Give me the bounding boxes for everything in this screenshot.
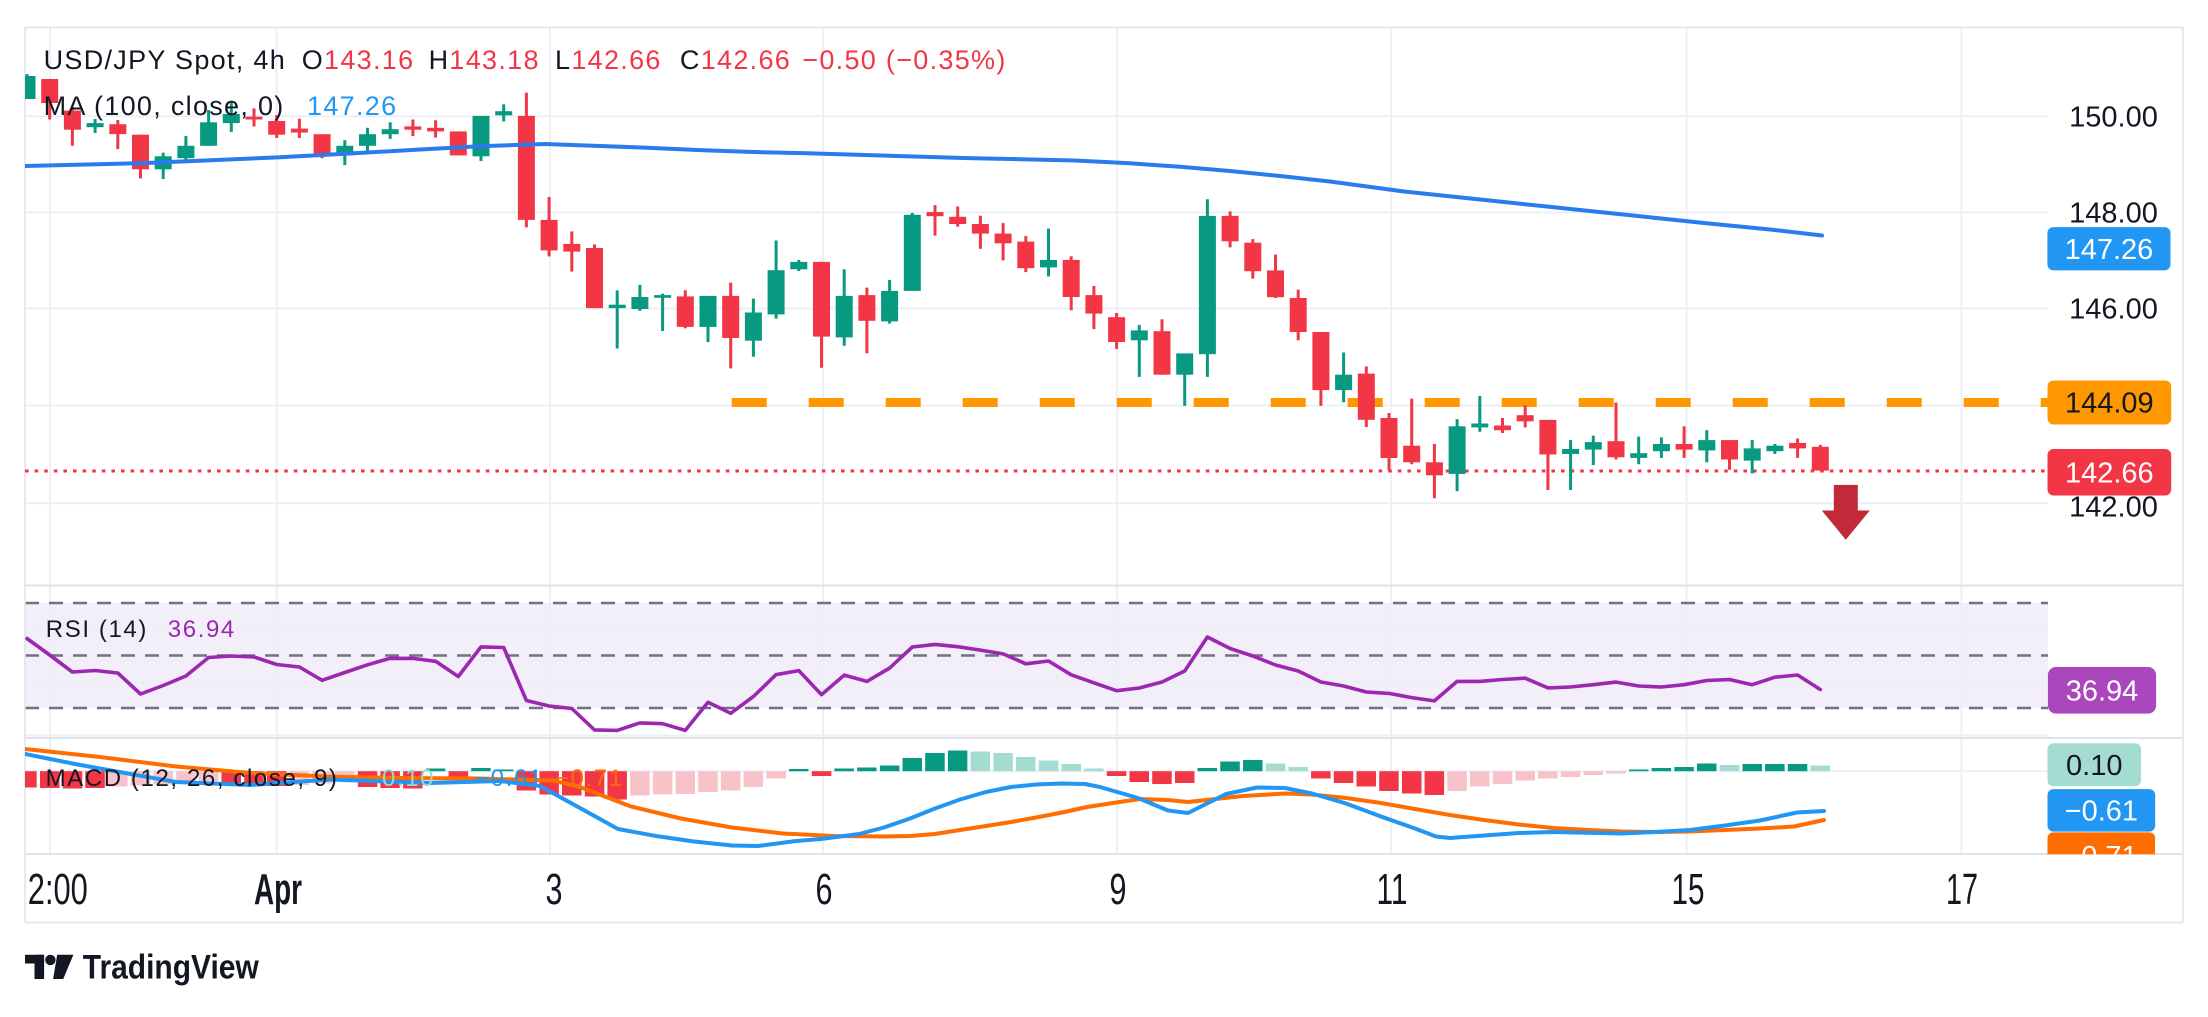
svg-text:17: 17 [1946,865,1978,914]
svg-text:142.66: 142.66 [2065,457,2154,489]
svg-text:Apr: Apr [254,865,302,914]
svg-text:15: 15 [1672,865,1705,914]
svg-text:36.94: 36.94 [2066,676,2139,708]
svg-text:USD/JPY Spot, 4h: USD/JPY Spot, 4h [44,45,286,75]
svg-text:147.26: 147.26 [307,91,397,121]
svg-text:144.09: 144.09 [2065,388,2154,420]
svg-text:148.00: 148.00 [2069,198,2158,230]
svg-text:C142.66: C142.66 [680,45,791,75]
svg-text:11: 11 [1377,865,1408,914]
svg-text:142.00: 142.00 [2069,492,2158,524]
svg-text:H143.18: H143.18 [429,45,540,75]
svg-text:MACD (12, 26, close, 9): MACD (12, 26, close, 9) [46,765,339,792]
svg-text:MA (100, close, 0): MA (100, close, 0) [44,91,285,121]
svg-text:2:00: 2:00 [28,865,88,914]
svg-text:RSI (14): RSI (14) [46,616,148,643]
svg-text:−0.61: −0.61 [2065,796,2138,828]
svg-text:0.10: 0.10 [382,765,435,792]
svg-text:−0.50 (−0.35%): −0.50 (−0.35%) [802,45,1006,75]
svg-text:O143.16: O143.16 [302,45,415,75]
svg-text:−0.71: −0.71 [555,765,624,792]
svg-text:9: 9 [1110,865,1127,914]
svg-text:150.00: 150.00 [2069,102,2158,134]
svg-text:TradingView: TradingView [83,949,259,987]
svg-text:3: 3 [546,865,563,914]
svg-text:−0.71: −0.71 [2064,841,2137,873]
svg-text:36.94: 36.94 [168,616,236,643]
svg-text:L142.66: L142.66 [555,45,662,75]
svg-text:6: 6 [816,865,833,914]
svg-text:146.00: 146.00 [2069,294,2158,326]
svg-text:0.10: 0.10 [2066,750,2122,782]
svg-text:−0.61: −0.61 [475,765,544,792]
svg-text:147.26: 147.26 [2065,234,2154,266]
